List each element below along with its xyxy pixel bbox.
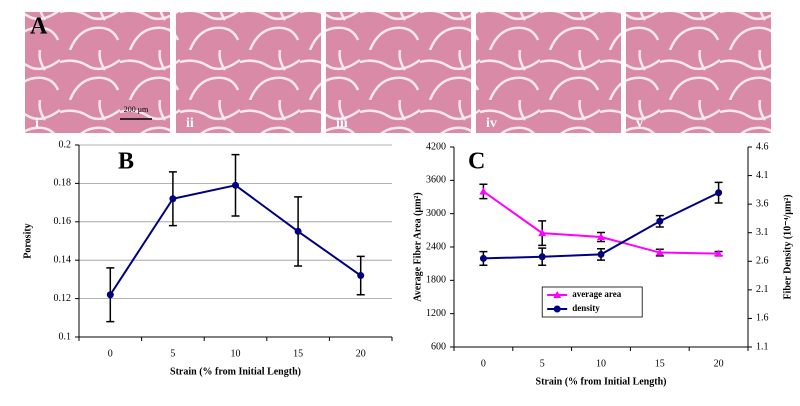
y-tick-label: 3000: [426, 208, 446, 219]
x-tick-label: 15: [655, 358, 665, 369]
y2-tick-label: 3.6: [756, 198, 769, 209]
legend-label: density: [572, 303, 600, 313]
y-tick-label: 600: [431, 341, 446, 352]
y2-axis-label: Fiber Density (10⁻⁴/μm²): [782, 194, 793, 299]
legend-marker: [553, 305, 561, 313]
y2-tick-label: 3.1: [756, 227, 769, 238]
y-tick-label: 0.12: [54, 293, 72, 304]
marker: [106, 291, 114, 299]
x-tick-label: 15: [293, 348, 303, 359]
marker: [479, 254, 487, 262]
y-axis-label: Average Fiber Area (μm²): [412, 192, 423, 301]
marker: [294, 227, 302, 235]
micrograph: [626, 12, 771, 133]
x-tick-label: 10: [596, 358, 606, 369]
scale-bar-label: 200 μm: [124, 105, 149, 114]
marker: [232, 181, 239, 189]
marker: [656, 217, 664, 225]
marker: [538, 253, 546, 261]
y-axis-label: Porosity: [22, 223, 33, 258]
panel-a: A i ii iii iv v 200 μm: [25, 12, 771, 133]
x-tick-label: 0: [108, 348, 113, 359]
x-tick-label: 10: [231, 348, 241, 359]
y-tick-label: 1200: [426, 308, 446, 319]
y2-tick-label: 4.1: [756, 170, 769, 181]
x-axis-label: Strain (% from Initial Length): [170, 366, 301, 377]
micrograph: [326, 12, 471, 133]
marker: [597, 233, 605, 240]
y-tick-label: 0.1: [59, 331, 72, 342]
y2-tick-label: 2.1: [756, 284, 769, 295]
y2-tick-label: 2.6: [756, 256, 769, 267]
micrograph: [25, 12, 170, 133]
marker: [479, 187, 488, 195]
image-label: iii: [336, 116, 348, 131]
y-tick-label: 1800: [426, 275, 446, 286]
x-tick-label: 5: [540, 358, 545, 369]
marker: [714, 249, 723, 257]
image-label: i: [35, 116, 39, 131]
marker: [357, 272, 365, 280]
marker: [538, 229, 547, 237]
marker: [169, 195, 177, 203]
y-tick-label: 0.16: [54, 216, 72, 227]
marker: [715, 189, 723, 197]
micrograph: [476, 12, 621, 133]
marker: [655, 248, 664, 256]
x-tick-label: 20: [356, 348, 366, 359]
panel-label: A: [30, 14, 48, 40]
x-tick-label: 0: [481, 358, 486, 369]
image-label: v: [636, 116, 643, 131]
y-tick-label: 0.18: [54, 178, 72, 189]
y-tick-label: 0.14: [54, 254, 72, 265]
micrograph: [176, 12, 321, 133]
y2-tick-label: 1.1: [756, 341, 769, 352]
y-tick-label: 3600: [426, 175, 446, 186]
panel-label: C: [468, 149, 485, 175]
legend-marker: [553, 291, 562, 298]
x-axis-label: Strain (% from Initial Length): [536, 376, 667, 387]
x-tick-label: 5: [170, 348, 175, 359]
image-label: ii: [186, 116, 194, 131]
series-line: [482, 190, 719, 255]
marker: [597, 250, 605, 258]
panel-label: B: [118, 149, 134, 175]
y2-tick-label: 4.6: [756, 141, 769, 152]
y2-tick-label: 1.6: [756, 313, 769, 324]
y-tick-label: 2400: [426, 241, 446, 252]
x-tick-label: 20: [714, 358, 724, 369]
image-label: iv: [486, 116, 497, 131]
y-tick-label: 4200: [426, 141, 446, 152]
legend-label: average area: [572, 289, 622, 299]
y-tick-label: 0.2: [59, 139, 72, 150]
